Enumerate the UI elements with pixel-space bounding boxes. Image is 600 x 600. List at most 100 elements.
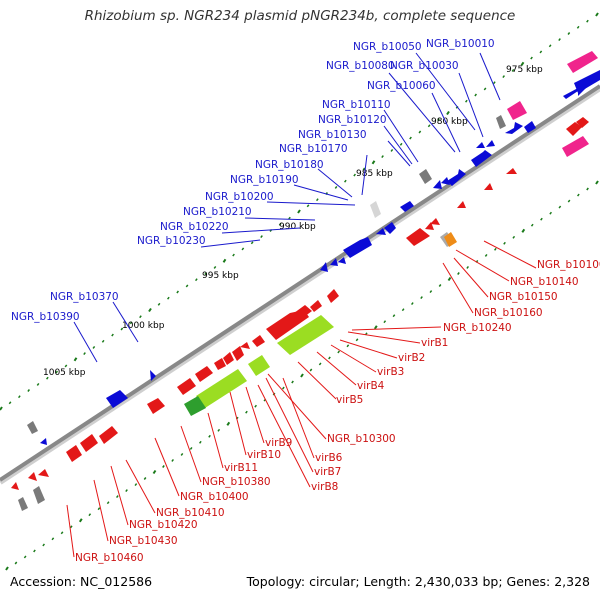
label-virb4: virB4 xyxy=(357,380,385,392)
scale-tick xyxy=(409,136,412,140)
gene-virb9[interactable] xyxy=(195,366,213,382)
gene-virb5[interactable] xyxy=(252,335,265,347)
gene-rev-b[interactable] xyxy=(425,222,434,230)
gene-ngr-b10130[interactable] xyxy=(447,169,466,186)
gene-ngr-b10080[interactable] xyxy=(524,121,536,133)
scale-label-1005: 1005 kbp xyxy=(43,368,86,378)
gene-ngr-b10100b[interactable] xyxy=(576,117,589,128)
vir-block-1[interactable] xyxy=(277,315,334,355)
scale-label-990: 990 kbp xyxy=(279,222,316,232)
gene-rev-a[interactable] xyxy=(430,218,440,225)
scale-tick xyxy=(148,307,152,313)
scale-tick xyxy=(521,228,526,233)
gene-ngr-b10140[interactable] xyxy=(506,168,517,174)
scale-tick xyxy=(401,308,405,312)
scale-tick xyxy=(383,320,387,324)
scale-tick xyxy=(18,395,21,399)
gene-virb2[interactable] xyxy=(310,300,322,312)
scale-tick xyxy=(493,81,496,85)
rna-1[interactable] xyxy=(567,51,598,73)
gene-ngr-b10230[interactable] xyxy=(338,257,346,264)
gene-ngr-b10430[interactable] xyxy=(28,472,37,481)
gene-ngr-b10410[interactable] xyxy=(66,445,82,462)
scale-tick xyxy=(381,155,384,159)
scale-tick xyxy=(83,352,86,356)
scale-tick xyxy=(334,185,338,189)
vir-block-3[interactable] xyxy=(196,369,247,408)
gene-ngr-b10150[interactable] xyxy=(444,232,457,247)
scale-tick xyxy=(586,187,589,191)
scale-tick xyxy=(171,458,174,462)
gene-small-fwd[interactable] xyxy=(40,438,47,445)
pseudo-7[interactable] xyxy=(370,201,381,218)
scale-tick xyxy=(5,566,9,571)
scale-tick xyxy=(120,327,124,331)
gene-virb1[interactable] xyxy=(327,289,339,303)
scale-tick xyxy=(23,555,27,559)
gene-virb11[interactable] xyxy=(147,398,165,414)
rna-3[interactable] xyxy=(562,136,589,157)
forward-genes xyxy=(40,70,600,445)
scale-tick xyxy=(180,452,184,456)
scale-tick xyxy=(373,325,378,330)
label-ngr-b10200: NGR_b10200 xyxy=(205,191,274,203)
label-ngr-b10370: NGR_b10370 xyxy=(50,291,119,303)
gene-ngr-b10160[interactable] xyxy=(484,183,493,190)
gene-ngr-b10230b[interactable] xyxy=(330,258,338,266)
gene-ngr-b10060[interactable] xyxy=(471,150,492,167)
gene-ngr-b10400[interactable] xyxy=(80,434,98,452)
gene-ngr-b10030[interactable] xyxy=(505,122,523,134)
pseudo-4[interactable] xyxy=(33,486,45,504)
scale-label-1000: 1000 kbp xyxy=(122,321,165,331)
gene-ngr-b10100[interactable] xyxy=(566,122,582,136)
gene-ngr-b10230c[interactable] xyxy=(320,262,328,272)
label-ngr-b10190: NGR_b10190 xyxy=(230,174,299,186)
vir-block-2[interactable] xyxy=(248,355,270,376)
scale-tick xyxy=(576,193,580,197)
gene-ngr-b10460[interactable] xyxy=(11,482,19,490)
scale-tick xyxy=(254,404,257,408)
gene-ngr-b10190[interactable] xyxy=(400,201,414,212)
gene-ngr-b10380[interactable] xyxy=(99,426,118,444)
gene-virb8[interactable] xyxy=(214,358,226,370)
scale-tick xyxy=(199,440,202,444)
scale-tick xyxy=(0,406,3,411)
gene-virb7[interactable] xyxy=(223,352,234,365)
gene-ngr-b10180[interactable] xyxy=(433,180,442,189)
scale-tick xyxy=(222,258,227,263)
scale-tick xyxy=(483,87,487,91)
pseudo-5[interactable] xyxy=(18,497,28,511)
pseudo-3[interactable] xyxy=(27,421,38,434)
gene-virb10[interactable] xyxy=(177,378,196,395)
gene-ngr-b10240[interactable] xyxy=(457,201,466,208)
pseudo-1[interactable] xyxy=(496,115,506,129)
scale-tick xyxy=(567,32,571,35)
gene-ngr-b10370[interactable] xyxy=(150,370,156,381)
gene-ngr-b10300[interactable] xyxy=(240,342,250,349)
gene-ngr-b10390[interactable] xyxy=(106,390,128,408)
gene-virb4[interactable] xyxy=(266,310,309,340)
pseudo-2[interactable] xyxy=(419,169,432,184)
scale-tick xyxy=(558,205,562,209)
gene-ngr-b10210[interactable] xyxy=(376,228,386,235)
scale-tick xyxy=(162,465,165,468)
scale-tick xyxy=(143,477,147,480)
gene-ngr-b10200[interactable] xyxy=(384,222,396,234)
rna-2[interactable] xyxy=(507,101,527,120)
scale-tick xyxy=(55,370,59,374)
gene-ngr-b10420[interactable] xyxy=(38,469,49,477)
gene-ngr-b10170[interactable] xyxy=(441,177,450,185)
gene-virb6[interactable] xyxy=(232,346,244,361)
scale-tick xyxy=(567,199,571,203)
scale-tick xyxy=(512,235,516,239)
gene-rev-c[interactable] xyxy=(406,228,430,246)
vir-block-4[interactable] xyxy=(184,396,206,416)
label-ngr-b10080: NGR_b10080 xyxy=(326,60,395,72)
gene-ngr-b10220[interactable] xyxy=(343,237,372,258)
gene-ngr-b10120[interactable] xyxy=(486,140,495,147)
gene-ngr-b10110[interactable] xyxy=(476,142,485,148)
gene-ngr-b10050[interactable] xyxy=(574,70,600,93)
scale-tick xyxy=(503,241,506,245)
label-ngr-b10380: NGR_b10380 xyxy=(202,476,271,488)
